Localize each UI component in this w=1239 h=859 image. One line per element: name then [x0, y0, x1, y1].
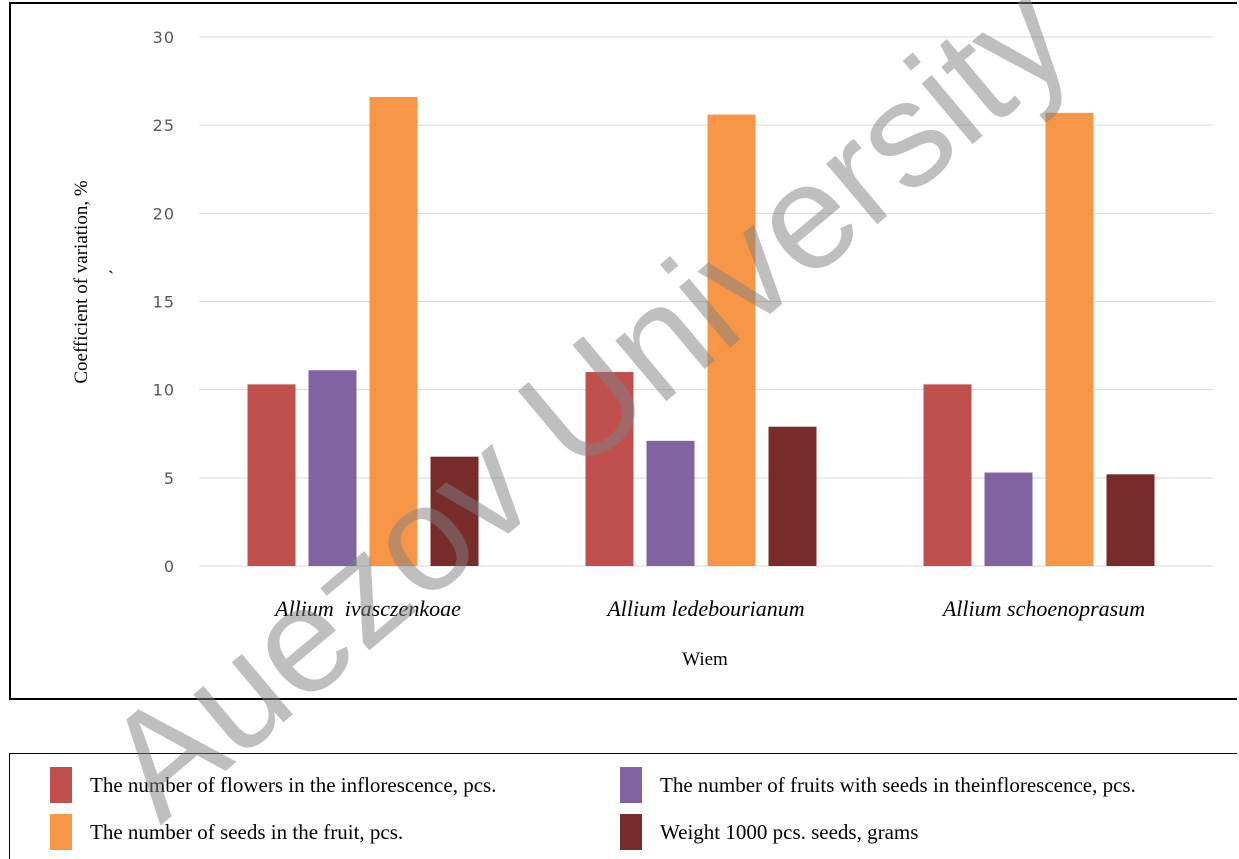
legend-label-flowers: The number of flowers in the inflorescen… [90, 772, 497, 797]
bar-3-series-1 [923, 384, 972, 566]
legend-item-weight: Weight 1000 pcs. seeds, grams [620, 814, 918, 850]
bar-2-series-3 [707, 114, 756, 566]
bars [247, 96, 1155, 566]
category-labels: Allium ivasczenkoae Allium ledebourianum A… [273, 596, 1145, 621]
y-tick-label: 30 [153, 28, 175, 47]
x-axis-title: Wiem [682, 649, 728, 670]
y-tick-label: 0 [164, 557, 175, 576]
bar-chart: 0 5 10 15 20 25 30 Allium ivasczenkoae Allium l… [71, 28, 1213, 670]
legend-swatch-fruits [620, 767, 642, 803]
y-axis-title: Coefficient of variation, % [71, 180, 92, 383]
legend-item-flowers: The number of flowers in the inflorescen… [50, 767, 496, 803]
bar-3-series-4 [1106, 474, 1155, 566]
y-tick-label: 20 [153, 204, 175, 223]
category-label: Allium ledebourianum [605, 596, 804, 621]
y-axis-title-mark: ` [108, 268, 114, 289]
chart-frame: 0 5 10 15 20 25 30 Allium ivasczenkoae Allium l… [9, 2, 1237, 700]
category-label: Allium ivasczenkoae [273, 596, 461, 621]
bar-3-series-3 [1045, 112, 1094, 566]
legend-swatch-weight [620, 814, 642, 850]
legend-item-seeds: The number of seeds in the fruit, pcs. [50, 814, 403, 850]
y-tick-label: 15 [153, 293, 175, 312]
legend-label-weight: Weight 1000 pcs. seeds, grams [660, 819, 919, 844]
legend-swatch-seeds [50, 814, 72, 850]
y-tick-label: 5 [164, 469, 175, 488]
bar-1-series-3 [369, 96, 418, 566]
bar-2-series-1 [585, 372, 634, 566]
legend-item-fruits: The number of fruits with seeds in thein… [620, 767, 1136, 803]
y-tick-label: 10 [153, 381, 175, 400]
bar-1-series-2 [308, 370, 357, 566]
legend-label-seeds: The number of seeds in the fruit, pcs. [90, 819, 404, 844]
category-label: Allium schoenoprasum [941, 596, 1145, 621]
bar-1-series-4 [430, 456, 479, 566]
y-tick-labels: 0 5 10 15 20 25 30 [153, 28, 175, 576]
bar-1-series-1 [247, 384, 296, 566]
legend-label-fruits: The number of fruits with seeds in thein… [660, 772, 1136, 797]
bar-2-series-2 [646, 440, 695, 566]
bar-2-series-4 [768, 426, 817, 566]
bar-3-series-2 [984, 472, 1033, 566]
gridlines [199, 36, 1213, 567]
legend-swatch-flowers [50, 767, 72, 803]
legend: The number of flowers in the inflorescen… [9, 753, 1237, 859]
y-tick-label: 25 [153, 116, 175, 135]
